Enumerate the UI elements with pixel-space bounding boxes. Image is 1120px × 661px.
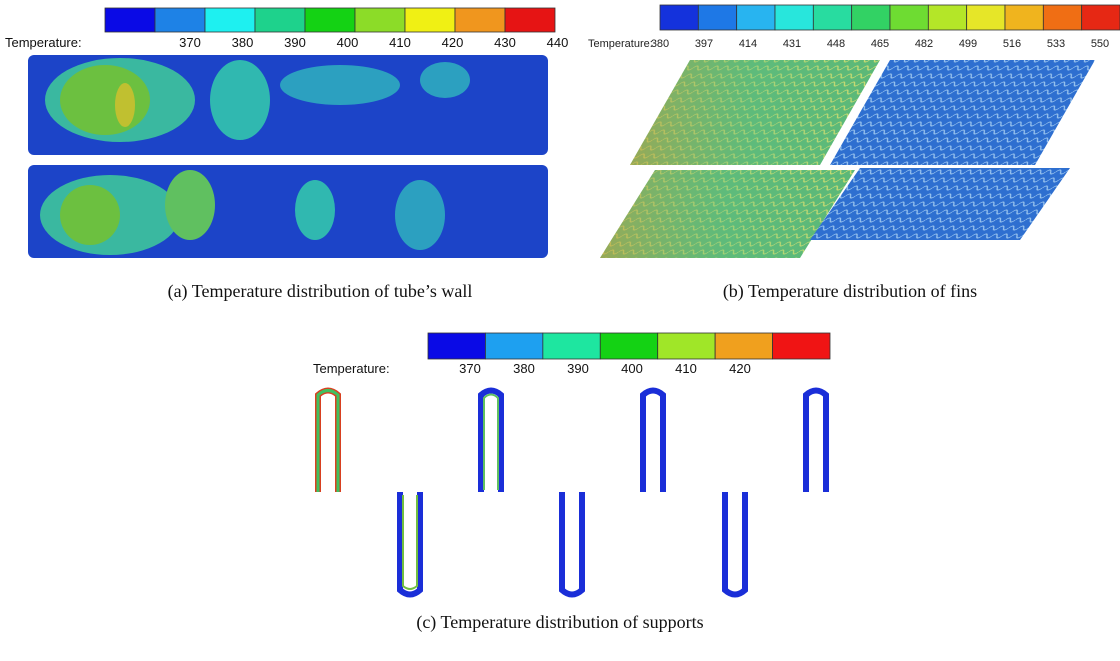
- colorbar-segment: [890, 5, 928, 30]
- colorbar-tick-label: 370: [179, 35, 201, 50]
- colorbar-tick-label: 410: [675, 361, 697, 376]
- colorbar-tick-label: 420: [442, 35, 464, 50]
- colorbar-tick-label: 440: [547, 35, 569, 50]
- colorbar-segment: [405, 8, 455, 32]
- colorbar-segment: [105, 8, 155, 32]
- colorbar-tick-label: 430: [494, 35, 516, 50]
- supports-plot: [318, 391, 826, 595]
- legend-label: Temperature:: [313, 361, 390, 376]
- legend-label: Temperature:: [588, 38, 653, 50]
- colorbar-tick-label: 465: [871, 38, 889, 50]
- colorbar-segment: [1043, 5, 1081, 30]
- colorbar-segment: [737, 5, 775, 30]
- colorbar-segment: [715, 333, 772, 359]
- colorbar-segment: [1005, 5, 1043, 30]
- colorbar-segment: [698, 5, 736, 30]
- fins-plot: [600, 60, 1095, 258]
- colorbar-tick-label: 397: [695, 38, 713, 50]
- colorbar-tick-label: 420: [729, 361, 751, 376]
- colorbar-segment: [928, 5, 966, 30]
- colorbar-tick-label: 414: [739, 38, 757, 50]
- colorbar-tick-label: 550: [1091, 38, 1109, 50]
- colorbar-segment: [773, 333, 830, 359]
- colorbar-tick-label: 380: [232, 35, 254, 50]
- colorbar-tick-label: 410: [389, 35, 411, 50]
- colorbar-tick-label: 400: [621, 361, 643, 376]
- colorbar-tick-label: 370: [459, 361, 481, 376]
- colorbar-segment: [967, 5, 1005, 30]
- caption: (a) Temperature distribution of tube’s w…: [168, 281, 473, 302]
- colorbar-segment: [305, 8, 355, 32]
- figure: Temperature: 370 380 390 400 410 420 430 440 (a) …: [0, 0, 1120, 661]
- colorbar-tick-label: 380: [651, 38, 669, 50]
- colorbar-segment: [155, 8, 205, 32]
- colorbar-segment: [543, 333, 600, 359]
- colorbar-segment: [505, 8, 555, 32]
- colorbar-segment: [205, 8, 255, 32]
- colorbar-tick-label: 380: [513, 361, 535, 376]
- colorbar-tick-label: 431: [783, 38, 801, 50]
- colorbar-segment: [455, 8, 505, 32]
- colorbar-segment: [658, 333, 715, 359]
- colorbar-segment: [355, 8, 405, 32]
- colorbar-segment: [775, 5, 813, 30]
- colorbar-segment: [485, 333, 542, 359]
- colorbar-tick-label: 448: [827, 38, 845, 50]
- colorbar-segment: [813, 5, 851, 30]
- colorbar-tick-label: 390: [284, 35, 306, 50]
- colorbar-tick-label: 499: [959, 38, 977, 50]
- colorbar-tick-label: 390: [567, 361, 589, 376]
- caption: (c) Temperature distribution of supports: [416, 612, 703, 633]
- colorbar-tick-label: 482: [915, 38, 933, 50]
- colorbar-tick-label: 400: [337, 35, 359, 50]
- colorbar-tick-label: 516: [1003, 38, 1021, 50]
- page: {"panels":[ {"legend_label":"Temperature…: [0, 0, 1120, 661]
- colorbar-segment: [660, 5, 698, 30]
- colorbar-segment: [428, 333, 485, 359]
- colorbar-segment: [852, 5, 890, 30]
- legend-label: Temperature:: [5, 35, 82, 50]
- colorbar-segment: [600, 333, 657, 359]
- colorbar-tick-label: 533: [1047, 38, 1065, 50]
- colorbar-segment: [1082, 5, 1120, 30]
- colorbar-segment: [255, 8, 305, 32]
- caption: (b) Temperature distribution of fins: [723, 281, 977, 302]
- tube-wall-plot: [28, 55, 548, 258]
